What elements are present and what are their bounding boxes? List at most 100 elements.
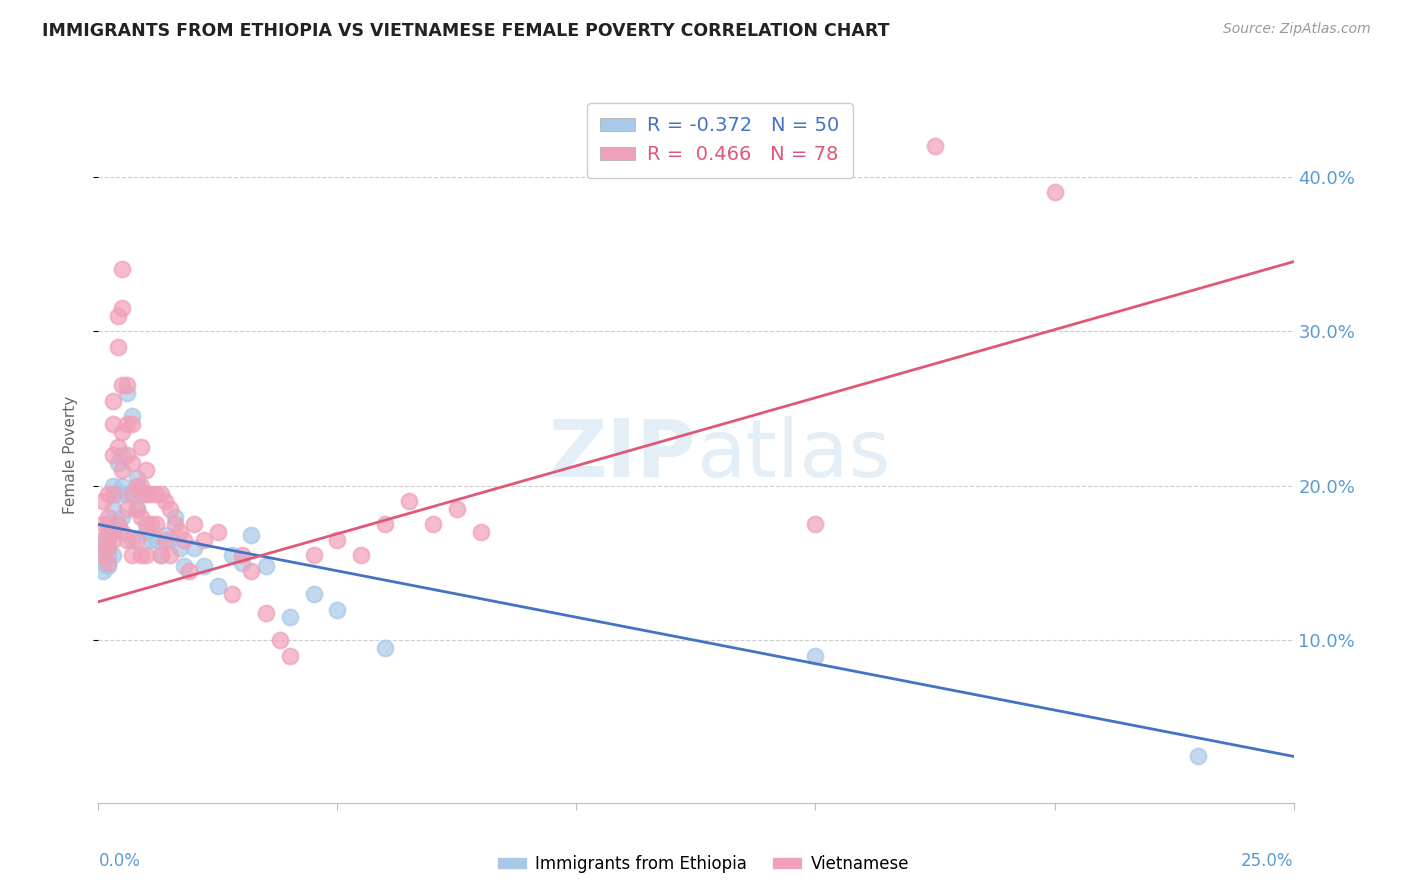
Point — [97, 517, 120, 532]
Point — [101, 486, 124, 500]
Point — [91, 541, 114, 555]
Point — [107, 440, 129, 454]
Y-axis label: Female Poverty: Female Poverty — [63, 396, 77, 514]
Point — [107, 456, 129, 470]
Text: Source: ZipAtlas.com: Source: ZipAtlas.com — [1223, 22, 1371, 37]
Point — [115, 448, 138, 462]
Point — [149, 549, 172, 563]
Point — [91, 564, 114, 578]
Point — [107, 340, 129, 354]
Point — [101, 479, 124, 493]
Point — [240, 528, 263, 542]
Text: 25.0%: 25.0% — [1241, 852, 1294, 870]
Point — [125, 479, 148, 493]
Point — [221, 587, 243, 601]
Point — [149, 549, 172, 563]
Point — [121, 486, 143, 500]
Point — [107, 517, 129, 532]
Point — [254, 606, 277, 620]
Point — [97, 559, 120, 574]
Point — [231, 556, 253, 570]
Point — [131, 479, 153, 493]
Point — [97, 509, 120, 524]
Point — [139, 486, 162, 500]
Point — [131, 440, 153, 454]
Point — [115, 417, 138, 431]
Point — [155, 528, 177, 542]
Point — [115, 378, 138, 392]
Point — [145, 533, 167, 547]
Point — [254, 559, 277, 574]
Point — [115, 386, 138, 401]
Point — [125, 533, 148, 547]
Point — [374, 517, 396, 532]
Point — [97, 533, 120, 547]
Point — [135, 486, 157, 500]
Point — [139, 533, 162, 547]
Point — [91, 549, 114, 563]
Point — [97, 549, 120, 563]
Point — [159, 549, 181, 563]
Point — [207, 579, 229, 593]
Point — [97, 525, 120, 540]
Point — [135, 525, 157, 540]
Point — [131, 486, 153, 500]
Point — [111, 525, 134, 540]
Point — [135, 486, 157, 500]
Point — [193, 559, 215, 574]
Point — [101, 502, 124, 516]
Point — [173, 559, 195, 574]
Point — [804, 517, 827, 532]
Point — [446, 502, 468, 516]
Point — [91, 549, 114, 563]
Point — [302, 587, 325, 601]
Point — [179, 564, 201, 578]
Point — [111, 448, 134, 462]
Point — [326, 602, 349, 616]
Text: IMMIGRANTS FROM ETHIOPIA VS VIETNAMESE FEMALE POVERTY CORRELATION CHART: IMMIGRANTS FROM ETHIOPIA VS VIETNAMESE F… — [42, 22, 890, 40]
Point — [91, 533, 114, 547]
Point — [278, 610, 301, 624]
Point — [125, 502, 148, 516]
Point — [97, 556, 120, 570]
Point — [139, 517, 162, 532]
Point — [155, 494, 177, 508]
Point — [111, 378, 134, 392]
Text: ZIP: ZIP — [548, 416, 696, 494]
Point — [163, 517, 186, 532]
Point — [91, 517, 114, 532]
Point — [804, 648, 827, 663]
Point — [173, 533, 195, 547]
Point — [1187, 749, 1209, 764]
Point — [398, 494, 420, 508]
Point — [278, 648, 301, 663]
Point — [183, 517, 205, 532]
Point — [107, 517, 129, 532]
Point — [125, 471, 148, 485]
Point — [145, 486, 167, 500]
Point — [115, 502, 138, 516]
Point — [121, 533, 143, 547]
Point — [111, 509, 134, 524]
Point — [374, 641, 396, 656]
Point — [101, 417, 124, 431]
Point — [135, 549, 157, 563]
Point — [111, 479, 134, 493]
Point — [145, 517, 167, 532]
Point — [155, 533, 177, 547]
Point — [115, 533, 138, 547]
Point — [240, 564, 263, 578]
Point — [121, 549, 143, 563]
Point — [1043, 185, 1066, 199]
Point — [135, 463, 157, 477]
Legend: R = -0.372   N = 50, R =  0.466   N = 78: R = -0.372 N = 50, R = 0.466 N = 78 — [586, 103, 853, 178]
Text: 0.0%: 0.0% — [98, 852, 141, 870]
Point — [121, 456, 143, 470]
Point — [193, 533, 215, 547]
Legend: Immigrants from Ethiopia, Vietnamese: Immigrants from Ethiopia, Vietnamese — [491, 848, 915, 880]
Point — [163, 509, 186, 524]
Point — [302, 549, 325, 563]
Point — [131, 509, 153, 524]
Point — [91, 556, 114, 570]
Point — [101, 448, 124, 462]
